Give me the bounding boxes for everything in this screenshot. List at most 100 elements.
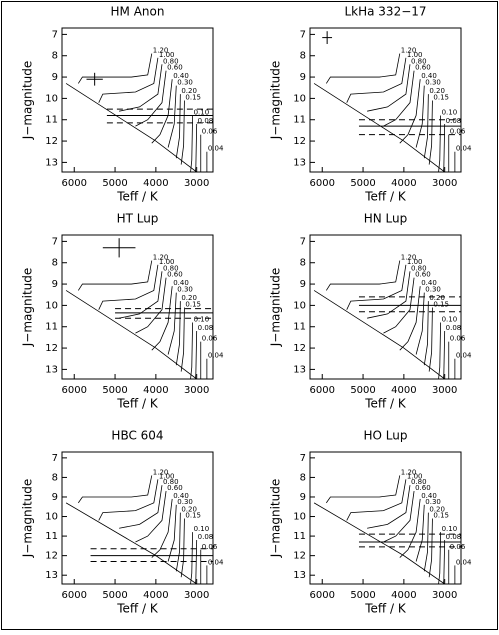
x-tick-label: 6000: [310, 385, 335, 396]
y-axis-title: J−magnitude: [269, 268, 283, 348]
x-tick-label: 5000: [350, 178, 375, 189]
mass-track: [77, 260, 153, 291]
mass-track: [190, 532, 193, 584]
panel-title: HM Anon: [111, 5, 165, 19]
mass-label: 0.60: [167, 484, 183, 492]
mass-label: 0.30: [177, 286, 193, 294]
y-tick-label: 8: [300, 472, 306, 483]
plot-frame: [61, 451, 214, 585]
mass-label: 0.40: [421, 279, 437, 287]
x-tick-label: 5000: [350, 385, 375, 396]
mass-track: [119, 485, 163, 529]
mass-track: [195, 539, 198, 584]
mass-label: 0.60: [415, 271, 431, 279]
mass-track: [175, 301, 181, 366]
y-tick-label: 9: [300, 492, 306, 503]
mass-label: 0.80: [411, 57, 427, 65]
zams-line: [65, 83, 197, 172]
mass-track: [383, 491, 415, 543]
x-tick-label: 5000: [102, 178, 127, 189]
mass-track: [135, 491, 167, 543]
mass-label: 0.06: [202, 335, 218, 343]
y-tick-label: 7: [300, 453, 306, 464]
mass-label: 0.80: [411, 478, 427, 486]
mass-label: 0.08: [198, 533, 214, 541]
mass-track: [151, 79, 173, 144]
mass-track: [346, 479, 407, 521]
y-tick-label: 8: [52, 472, 58, 483]
mass-track: [443, 330, 446, 379]
y-tick-label: 8: [52, 51, 58, 62]
zams-line: [65, 290, 197, 379]
mass-label: 1.20: [401, 47, 417, 55]
mass-track: [367, 271, 411, 319]
mass-track: [190, 115, 193, 172]
plot-frame: [309, 27, 462, 173]
x-axis-title: Teff / K: [116, 397, 159, 411]
y-axis-title: J−magnitude: [269, 479, 283, 559]
y-tick-label: 10: [45, 93, 58, 104]
mass-track: [325, 475, 401, 504]
y-tick-label: 10: [293, 512, 306, 523]
mass-track: [367, 485, 411, 529]
mass-track: [190, 322, 193, 379]
plot-frame: [309, 234, 462, 380]
x-axis-title: Teff / K: [364, 397, 407, 411]
mass-track: [119, 271, 163, 319]
y-tick-label: 8: [300, 51, 306, 62]
mass-track: [135, 70, 167, 127]
mass-track: [98, 57, 159, 103]
x-tick-label: 6000: [310, 590, 335, 601]
mass-label: 0.10: [442, 108, 458, 116]
y-tick-label: 7: [300, 29, 306, 40]
x-tick-label: 4000: [391, 590, 416, 601]
mass-track: [167, 85, 177, 148]
y-tick-label: 10: [293, 93, 306, 104]
y-tick-label: 12: [45, 551, 58, 562]
y-tick-label: 11: [45, 322, 58, 333]
mass-track: [98, 264, 159, 310]
mass-track: [180, 518, 185, 578]
mass-label: 0.30: [425, 286, 441, 294]
mass-label: 0.04: [208, 352, 224, 360]
mass-label: 0.30: [177, 79, 193, 87]
mass-label: 0.20: [181, 294, 197, 302]
y-tick-label: 13: [293, 157, 306, 168]
mass-label: 1.20: [153, 47, 169, 55]
mass-label: 0.20: [429, 87, 445, 95]
mass-label: 0.20: [429, 294, 445, 302]
mass-label: 0.60: [167, 64, 183, 72]
y-tick-label: 8: [52, 258, 58, 269]
mass-label: 0.15: [185, 94, 201, 102]
mass-track: [167, 292, 177, 355]
mass-label: 0.04: [456, 145, 472, 153]
mass-label: 0.80: [163, 478, 179, 486]
mass-label: 0.20: [429, 506, 445, 514]
y-tick-label: 9: [300, 72, 306, 83]
mass-label: 0.40: [173, 279, 189, 287]
mass-track: [438, 532, 441, 584]
panel-title: LkHa 332−17: [344, 5, 426, 19]
mass-track: [428, 100, 433, 165]
mass-track: [399, 286, 421, 351]
x-tick-label: 5000: [102, 590, 127, 601]
mass-track: [428, 307, 433, 372]
mass-label: 0.10: [194, 315, 210, 323]
mass-track: [180, 307, 185, 372]
y-axis-title: J−magnitude: [21, 61, 35, 141]
mass-label: 0.40: [421, 492, 437, 500]
x-tick-label: 3000: [184, 385, 209, 396]
mass-track: [383, 277, 415, 334]
y-tick-label: 13: [45, 157, 58, 168]
panel-title: HT Lup: [117, 212, 159, 226]
mass-track: [367, 64, 411, 112]
mass-track: [325, 53, 401, 84]
x-tick-label: 6000: [62, 385, 87, 396]
mass-label: 1.00: [407, 51, 423, 59]
mass-label: 0.04: [208, 145, 224, 153]
plot-frame: [309, 451, 462, 585]
mass-label: 0.60: [415, 64, 431, 72]
mass-track: [151, 286, 173, 351]
mass-label: 0.06: [450, 128, 466, 136]
x-tick-label: 6000: [62, 590, 87, 601]
